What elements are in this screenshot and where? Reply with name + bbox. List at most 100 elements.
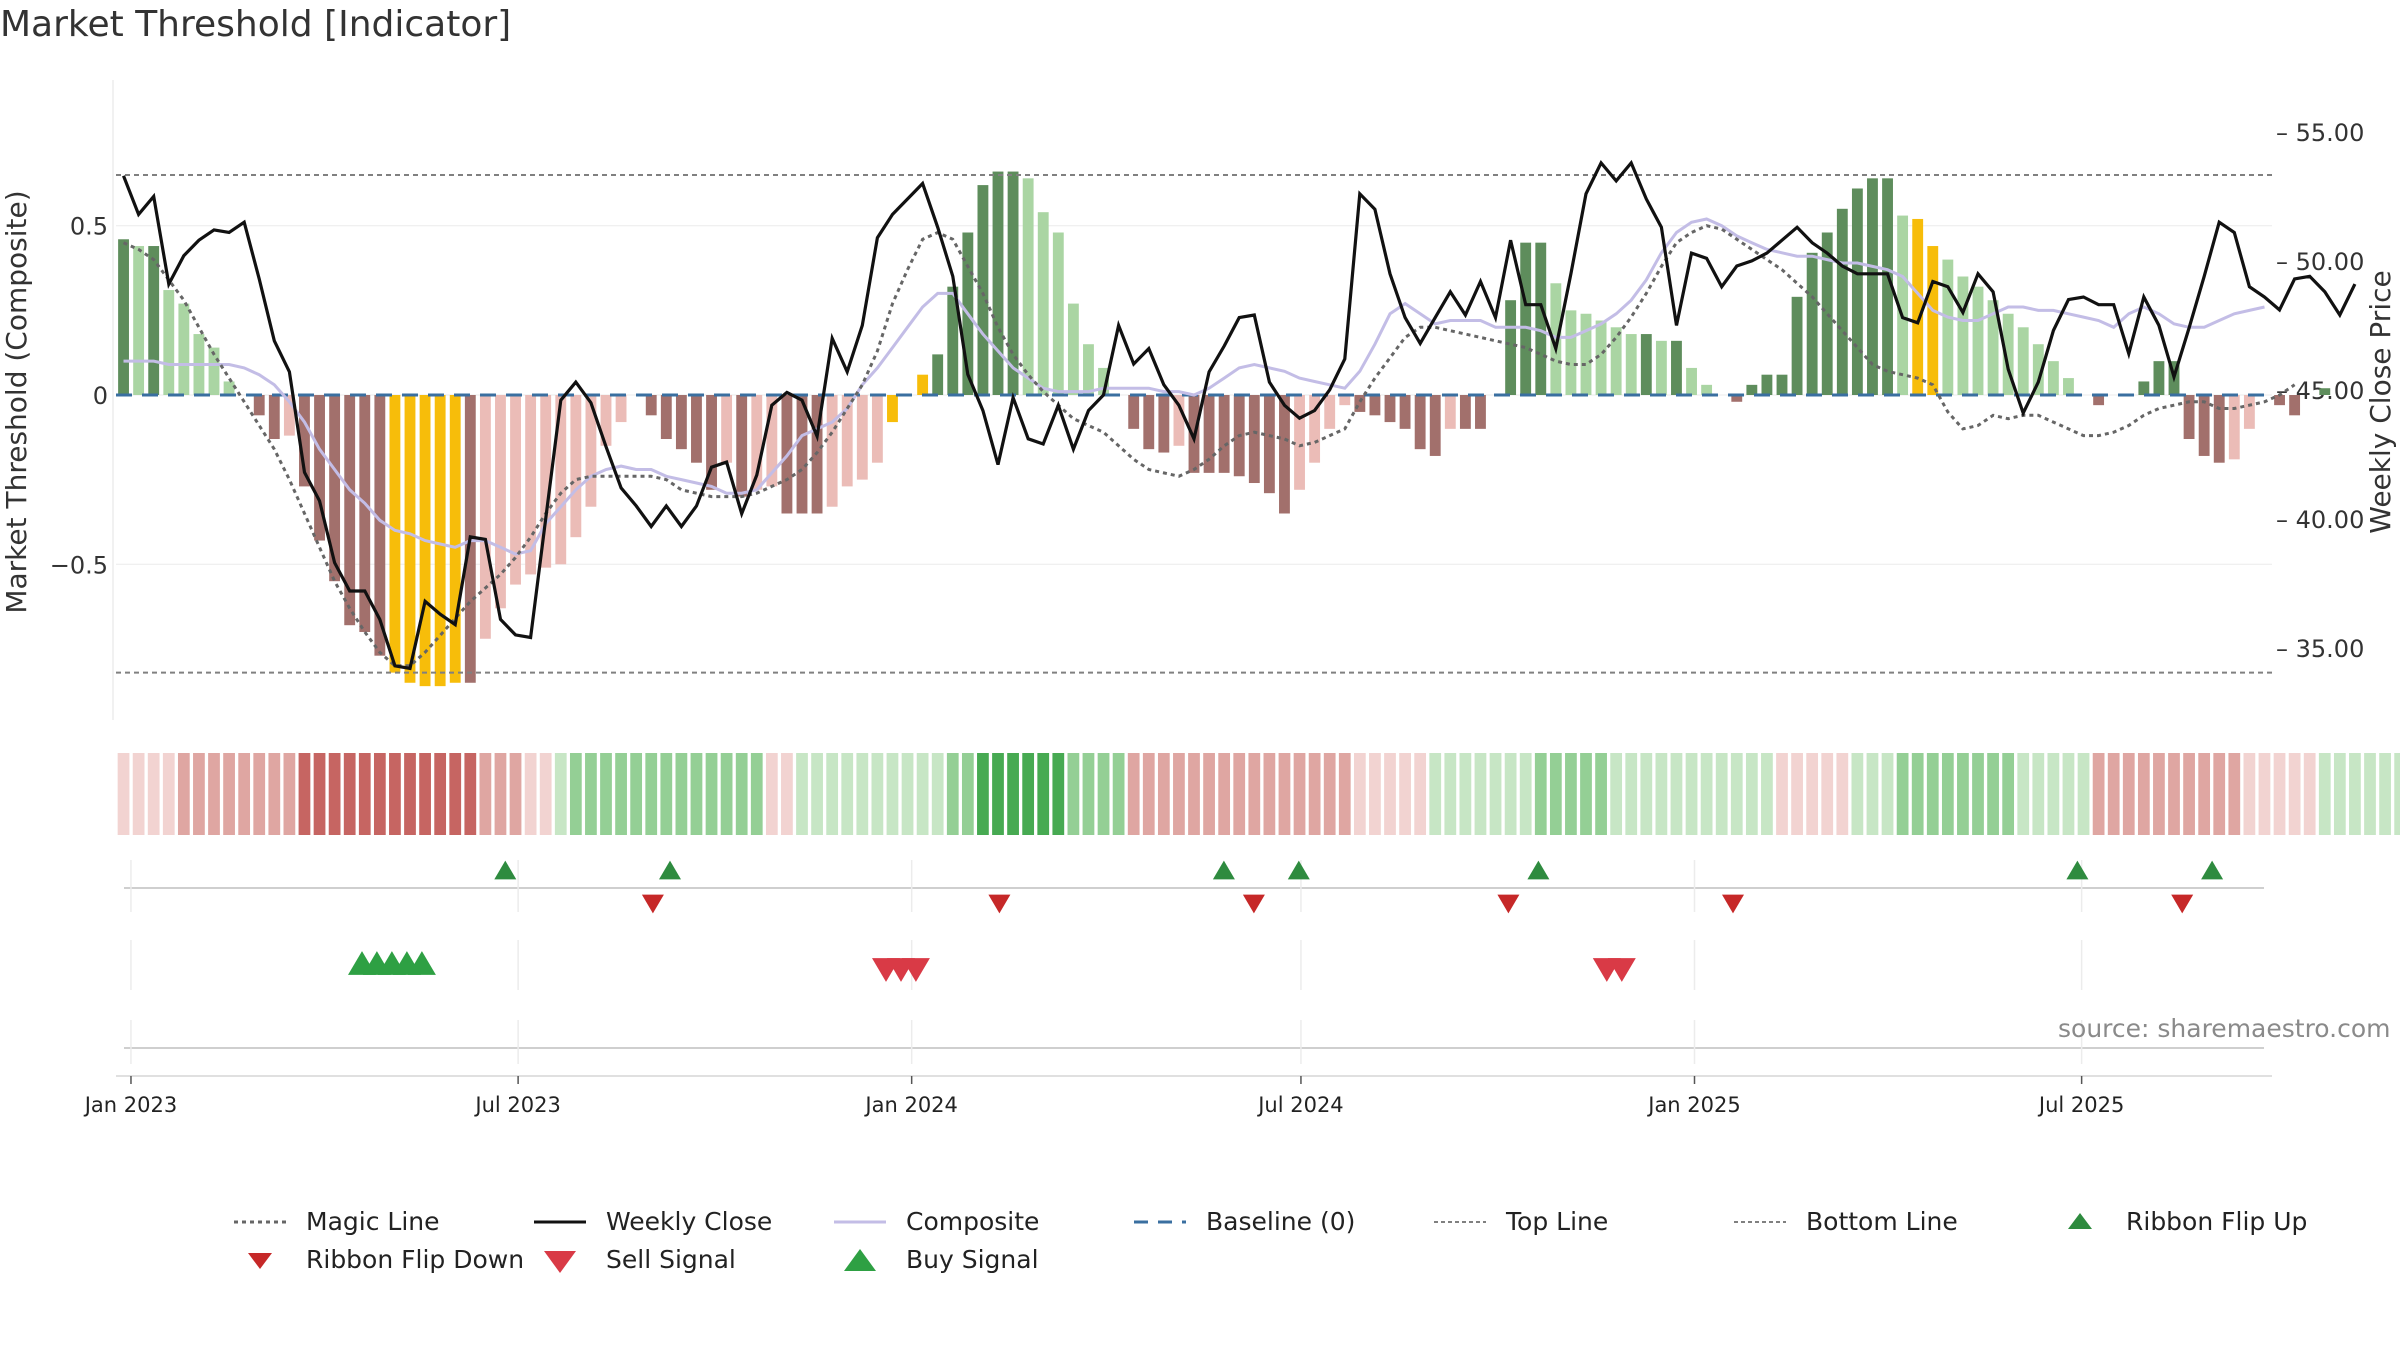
ribbon-cell bbox=[1655, 753, 1668, 835]
ribbon-flip-up-marker bbox=[659, 860, 681, 880]
composite-bar bbox=[1746, 384, 1758, 395]
ribbon-cell bbox=[298, 753, 311, 835]
ribbon-cell bbox=[1534, 753, 1547, 835]
composite-bar bbox=[1339, 395, 1351, 406]
ribbon-cell bbox=[977, 753, 989, 835]
ribbon-cell bbox=[1926, 753, 1939, 835]
ribbon-cell bbox=[1474, 753, 1487, 835]
ribbon-cell bbox=[238, 753, 251, 835]
composite-bar bbox=[495, 395, 506, 609]
ribbon-cell bbox=[1549, 753, 1562, 835]
ribbon-cell bbox=[1218, 753, 1231, 835]
ribbon-cell bbox=[1791, 753, 1803, 835]
composite-bar bbox=[2017, 327, 2029, 395]
right-tick-label: – 35.00 bbox=[2276, 635, 2364, 663]
composite-bar bbox=[314, 395, 325, 541]
source-attribution: source: sharemaestro.com bbox=[2058, 1014, 2391, 1043]
composite-bar bbox=[1851, 188, 1863, 395]
ribbon-cell bbox=[494, 753, 507, 835]
ribbon-flip-down-marker bbox=[1497, 894, 1520, 914]
ribbon-flip-up-marker bbox=[1212, 860, 1235, 880]
left-axis-title: Market Threshold (Composite) bbox=[0, 190, 33, 613]
ribbon-cell bbox=[1323, 753, 1336, 835]
composite-bar bbox=[404, 395, 416, 683]
composite-bar bbox=[2093, 395, 2105, 406]
composite-bar bbox=[1565, 310, 1577, 395]
composite-bar bbox=[1475, 395, 1486, 429]
composite-bar bbox=[766, 395, 778, 487]
composite-bar bbox=[510, 395, 521, 585]
ribbon-cell bbox=[1127, 753, 1140, 835]
ribbon-cell bbox=[705, 753, 718, 835]
composite-bar bbox=[841, 395, 853, 487]
composite-bar bbox=[1595, 320, 1607, 395]
composite-bar bbox=[887, 395, 898, 423]
ribbon-cell bbox=[1052, 753, 1065, 835]
composite-bar bbox=[992, 171, 1004, 395]
composite-bar bbox=[1459, 395, 1471, 429]
ribbon-cell bbox=[1293, 753, 1306, 835]
ribbon-cell bbox=[1625, 753, 1638, 835]
ribbon-cell bbox=[2198, 753, 2211, 835]
ribbon-cell bbox=[1007, 753, 1019, 835]
ribbon-flip-down-marker bbox=[1722, 894, 1744, 914]
ribbon-cell bbox=[1911, 753, 1924, 835]
ribbon-cell bbox=[328, 753, 341, 835]
ribbon-cell bbox=[841, 753, 854, 835]
ribbon-flip-down-marker bbox=[2171, 894, 2194, 914]
composite-bar bbox=[479, 395, 491, 639]
composite-bar bbox=[118, 239, 129, 395]
ribbon-cell bbox=[253, 753, 266, 835]
ribbon-flip-up-icon bbox=[2068, 1213, 2092, 1229]
composite-bar bbox=[2032, 344, 2044, 395]
composite-bar bbox=[932, 354, 944, 395]
ribbon-cell bbox=[1851, 753, 1864, 835]
ribbon-cell bbox=[1414, 753, 1427, 835]
ribbon-cell bbox=[268, 753, 281, 835]
ribbon-cell bbox=[645, 753, 658, 835]
ribbon-cell bbox=[1489, 753, 1502, 835]
ribbon-cell bbox=[358, 753, 371, 835]
legend-label: Weekly Close bbox=[606, 1207, 773, 1236]
ribbon-cell bbox=[781, 753, 793, 835]
ribbon-cell bbox=[1504, 753, 1517, 835]
composite-bar bbox=[675, 395, 687, 450]
ribbon-cell bbox=[826, 753, 839, 835]
ribbon-cell bbox=[1112, 753, 1125, 835]
ribbon-cell bbox=[690, 753, 703, 835]
ribbon-cell bbox=[1082, 753, 1095, 835]
ribbon-cell bbox=[2168, 753, 2180, 835]
composite-bar bbox=[2002, 313, 2014, 395]
ribbon-cell bbox=[1881, 753, 1894, 835]
ribbon-cell bbox=[1821, 753, 1834, 835]
top-line-swatch bbox=[1434, 1221, 1486, 1223]
ribbon-cell bbox=[2228, 753, 2241, 835]
ribbon-cell bbox=[1233, 753, 1246, 835]
ribbon-cell bbox=[509, 753, 522, 835]
composite-bar bbox=[1550, 283, 1562, 395]
ribbon-cell bbox=[1097, 753, 1110, 835]
ribbon-cell bbox=[2243, 753, 2256, 835]
ribbon-cell bbox=[1836, 753, 1849, 835]
ribbon-cell bbox=[1941, 753, 1954, 835]
ribbon-cell bbox=[735, 753, 748, 835]
composite-bar bbox=[1625, 334, 1637, 395]
ribbon-cell bbox=[1278, 753, 1291, 835]
buy-signal-marker bbox=[407, 951, 436, 975]
ribbon-cell bbox=[569, 753, 582, 835]
ribbon-cell bbox=[1866, 753, 1879, 835]
ribbon-cell bbox=[1957, 753, 1969, 835]
composite-bar bbox=[434, 395, 446, 687]
ribbon-cell bbox=[1972, 753, 1984, 835]
composite-bar bbox=[1083, 344, 1094, 395]
composite-bar bbox=[1655, 340, 1667, 395]
ribbon-cell bbox=[132, 753, 145, 835]
ribbon-cell bbox=[449, 753, 462, 835]
x-tick-label: Jan 2025 bbox=[1646, 1093, 1741, 1117]
composite-bar bbox=[1067, 303, 1079, 395]
composite-bar bbox=[736, 395, 748, 497]
legend-label: Ribbon Flip Up bbox=[2126, 1207, 2308, 1236]
legend-label: Composite bbox=[906, 1207, 1040, 1236]
composite-bar bbox=[1505, 300, 1517, 395]
ribbon-cell bbox=[2153, 753, 2165, 835]
